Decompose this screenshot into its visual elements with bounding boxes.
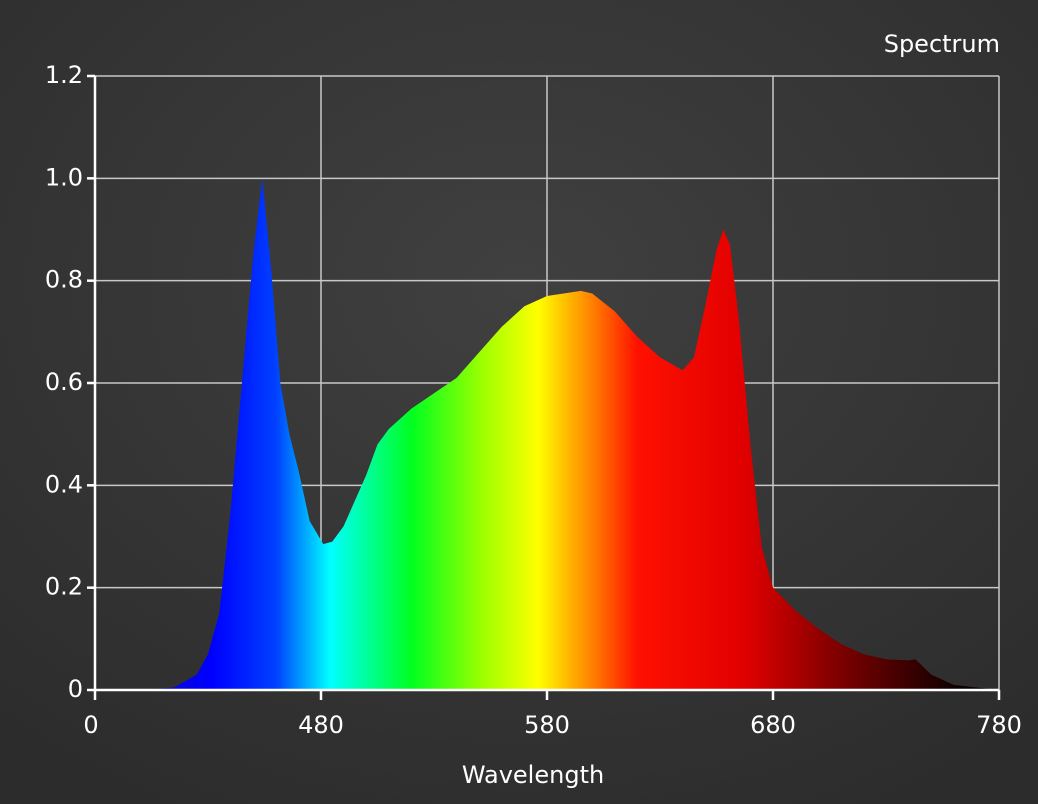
y-tick-label: 0.2 bbox=[45, 573, 83, 601]
spectrum-area bbox=[95, 178, 999, 691]
y-tick-label: 0.4 bbox=[45, 470, 83, 498]
y-tick-label: 0.6 bbox=[45, 368, 83, 396]
x-axis-label: Wavelength bbox=[462, 761, 604, 789]
chart-title: Spectrum bbox=[884, 30, 1000, 58]
x-tick-label: 480 bbox=[298, 711, 344, 739]
y-tick-label: 1.2 bbox=[45, 61, 83, 89]
x-tick-label: 0 bbox=[83, 711, 98, 739]
axes: 0 0.2 0.4 0.6 0.8 1.0 1.2 0 480 580 680 780 bbox=[45, 61, 1022, 739]
x-tick-label: 680 bbox=[750, 711, 796, 739]
x-tick-label: 580 bbox=[524, 711, 570, 739]
y-tick-label: 1.0 bbox=[45, 163, 83, 191]
y-tick-label: 0 bbox=[68, 675, 83, 703]
y-tick-label: 0.8 bbox=[45, 266, 83, 294]
x-tick-label: 780 bbox=[976, 711, 1022, 739]
plot bbox=[95, 178, 999, 691]
